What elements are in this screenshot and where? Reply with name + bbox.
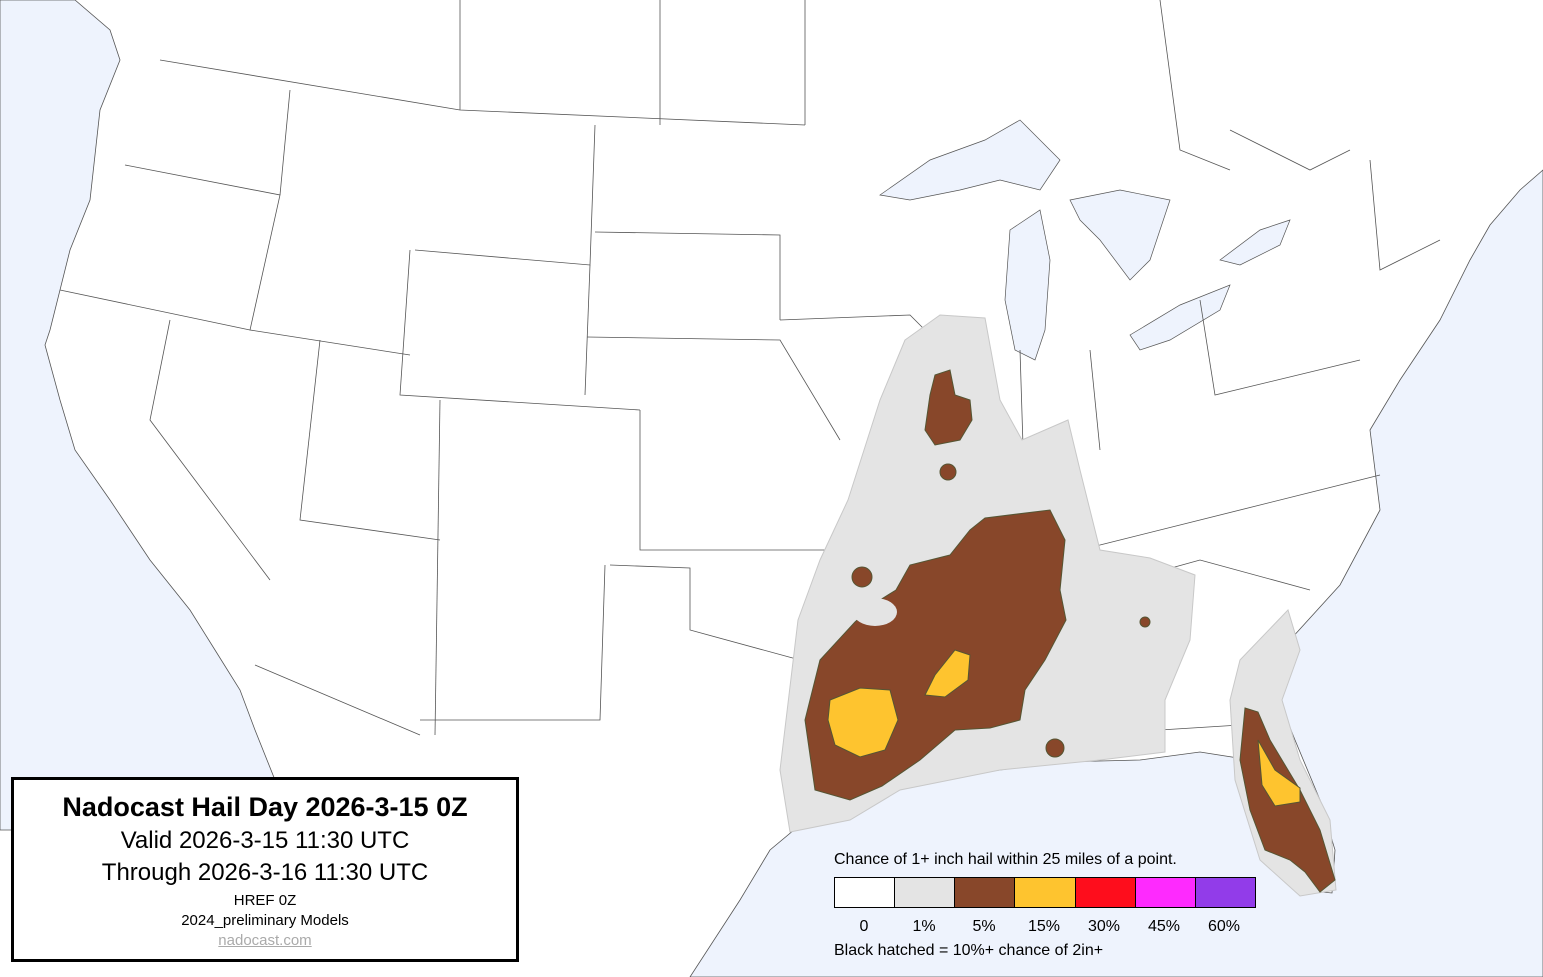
legend-swatch	[1195, 878, 1255, 907]
map-title: Nadocast Hail Day 2026-3-15 0Z	[62, 792, 468, 822]
legend-swatch	[835, 878, 896, 907]
gap-area	[853, 598, 897, 626]
legend-caption: Chance of 1+ inch hail within 25 miles o…	[834, 851, 1177, 868]
legend-label: 45%	[1147, 918, 1181, 935]
legend-label: 0	[859, 918, 869, 935]
hatch-note: Black hatched = 10%+ chance of 2in+	[834, 942, 1104, 959]
legend-labels: 0 1% 5% 15% 30% 45% 60%	[834, 918, 1254, 936]
legend: Chance of 1+ inch hail within 25 miles o…	[834, 851, 1274, 960]
legend-swatch	[955, 878, 1016, 907]
model-label: HREF 0Z	[233, 892, 297, 909]
legend-label: 1%	[912, 918, 936, 935]
nadocast-link[interactable]: nadocast.com	[218, 932, 312, 949]
models-version: 2024_preliminary Models	[181, 912, 349, 929]
legend-label: 5%	[972, 918, 996, 935]
legend-swatch	[895, 878, 956, 907]
great-lakes	[879, 119, 1291, 361]
legend-swatch	[1075, 878, 1136, 907]
through-time: Through 2026-3-16 11:30 UTC	[101, 859, 429, 886]
hail-15pct-areas	[827, 649, 1301, 807]
legend-label: 15%	[1027, 918, 1061, 935]
valid-time: Valid 2026-3-15 11:30 UTC	[120, 827, 410, 854]
title-box: Nadocast Hail Day 2026-3-15 0Z Valid 202…	[11, 777, 519, 962]
legend-swatch	[1015, 878, 1076, 907]
pacific-ocean	[0, 0, 291, 831]
legend-swatch	[1135, 878, 1196, 907]
legend-label: 60%	[1207, 918, 1241, 935]
legend-swatches	[834, 877, 1256, 908]
legend-label: 30%	[1087, 918, 1121, 935]
